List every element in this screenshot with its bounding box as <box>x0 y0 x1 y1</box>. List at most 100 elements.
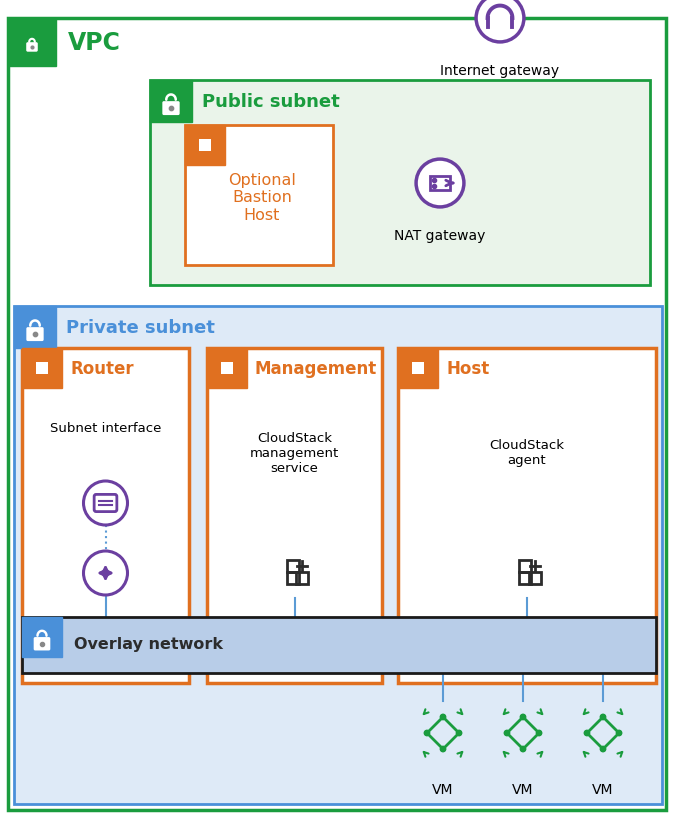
Text: CloudStack
agent: CloudStack agent <box>490 439 564 467</box>
Bar <box>8 18 56 66</box>
Bar <box>53 360 58 362</box>
Bar <box>22 617 656 673</box>
Text: VM: VM <box>512 783 534 797</box>
Text: VM: VM <box>592 783 614 797</box>
Bar <box>402 369 407 371</box>
Bar <box>210 360 216 362</box>
Bar <box>210 373 216 376</box>
Bar <box>232 380 235 384</box>
Bar <box>48 352 50 357</box>
Bar <box>207 348 382 683</box>
Bar <box>398 348 656 683</box>
Bar <box>216 137 221 140</box>
Bar <box>227 352 231 357</box>
Bar <box>210 156 213 161</box>
Bar <box>430 177 450 190</box>
Bar <box>34 352 37 357</box>
Bar <box>287 560 299 573</box>
Bar <box>22 348 189 683</box>
Bar <box>216 151 221 153</box>
Circle shape <box>84 551 128 595</box>
Bar <box>414 380 417 384</box>
Bar <box>189 142 194 144</box>
Bar <box>210 128 213 134</box>
Bar <box>26 360 31 362</box>
Bar <box>206 128 208 134</box>
Bar <box>43 380 45 384</box>
Text: NAT gateway: NAT gateway <box>394 229 485 243</box>
Circle shape <box>440 714 445 720</box>
Bar <box>414 352 417 357</box>
Text: Internet gateway: Internet gateway <box>441 64 559 78</box>
Bar <box>202 156 204 161</box>
Text: Public subnet: Public subnet <box>202 92 340 111</box>
Bar <box>216 146 221 149</box>
Bar <box>202 128 204 134</box>
Circle shape <box>424 730 430 735</box>
Text: Router: Router <box>70 360 134 378</box>
Circle shape <box>520 714 526 720</box>
Bar <box>402 373 407 376</box>
Bar <box>287 573 299 584</box>
Bar <box>227 380 231 384</box>
Bar <box>31 357 53 380</box>
Bar <box>14 306 56 348</box>
Bar <box>207 348 247 388</box>
FancyBboxPatch shape <box>162 101 180 115</box>
Bar <box>53 373 58 376</box>
Bar <box>38 352 41 357</box>
Bar <box>150 80 650 285</box>
Circle shape <box>416 159 464 207</box>
Bar <box>410 380 413 384</box>
Bar <box>14 306 662 804</box>
Circle shape <box>600 746 606 752</box>
Bar <box>26 369 31 371</box>
Circle shape <box>84 481 128 525</box>
Bar <box>22 348 62 388</box>
Bar <box>189 151 194 153</box>
Bar <box>197 156 200 161</box>
Bar <box>22 617 62 657</box>
Bar <box>150 80 192 122</box>
Text: Subnet interface: Subnet interface <box>50 421 161 434</box>
Bar <box>43 352 45 357</box>
Bar <box>407 357 429 380</box>
Text: CloudStack
management
service: CloudStack management service <box>250 432 339 474</box>
Bar <box>429 369 434 371</box>
Text: VPC: VPC <box>68 31 121 55</box>
Bar <box>412 362 424 374</box>
Bar <box>221 362 233 374</box>
Bar <box>398 348 438 388</box>
Text: VM: VM <box>433 783 454 797</box>
FancyBboxPatch shape <box>26 43 38 52</box>
Bar <box>199 139 210 151</box>
Bar <box>48 380 50 384</box>
Bar <box>53 369 58 371</box>
Text: Overlay network: Overlay network <box>74 637 223 653</box>
Ellipse shape <box>17 33 47 51</box>
Bar <box>194 134 216 156</box>
Bar <box>219 352 222 357</box>
Bar <box>419 352 422 357</box>
Circle shape <box>504 730 510 735</box>
Circle shape <box>617 730 622 735</box>
Bar <box>402 364 407 367</box>
FancyBboxPatch shape <box>34 637 50 650</box>
Circle shape <box>23 23 41 40</box>
Bar <box>423 352 426 357</box>
Text: Management: Management <box>255 360 378 378</box>
Text: Private subnet: Private subnet <box>66 319 215 337</box>
Bar <box>38 380 41 384</box>
Bar <box>26 364 31 367</box>
Bar <box>26 373 31 376</box>
Bar <box>238 360 243 362</box>
Circle shape <box>536 730 542 735</box>
Bar <box>36 362 48 374</box>
Bar <box>216 357 238 380</box>
Bar <box>519 560 532 573</box>
Bar <box>238 369 243 371</box>
Circle shape <box>18 28 33 43</box>
Bar <box>429 360 434 362</box>
Bar <box>216 142 221 144</box>
Bar <box>185 125 333 265</box>
